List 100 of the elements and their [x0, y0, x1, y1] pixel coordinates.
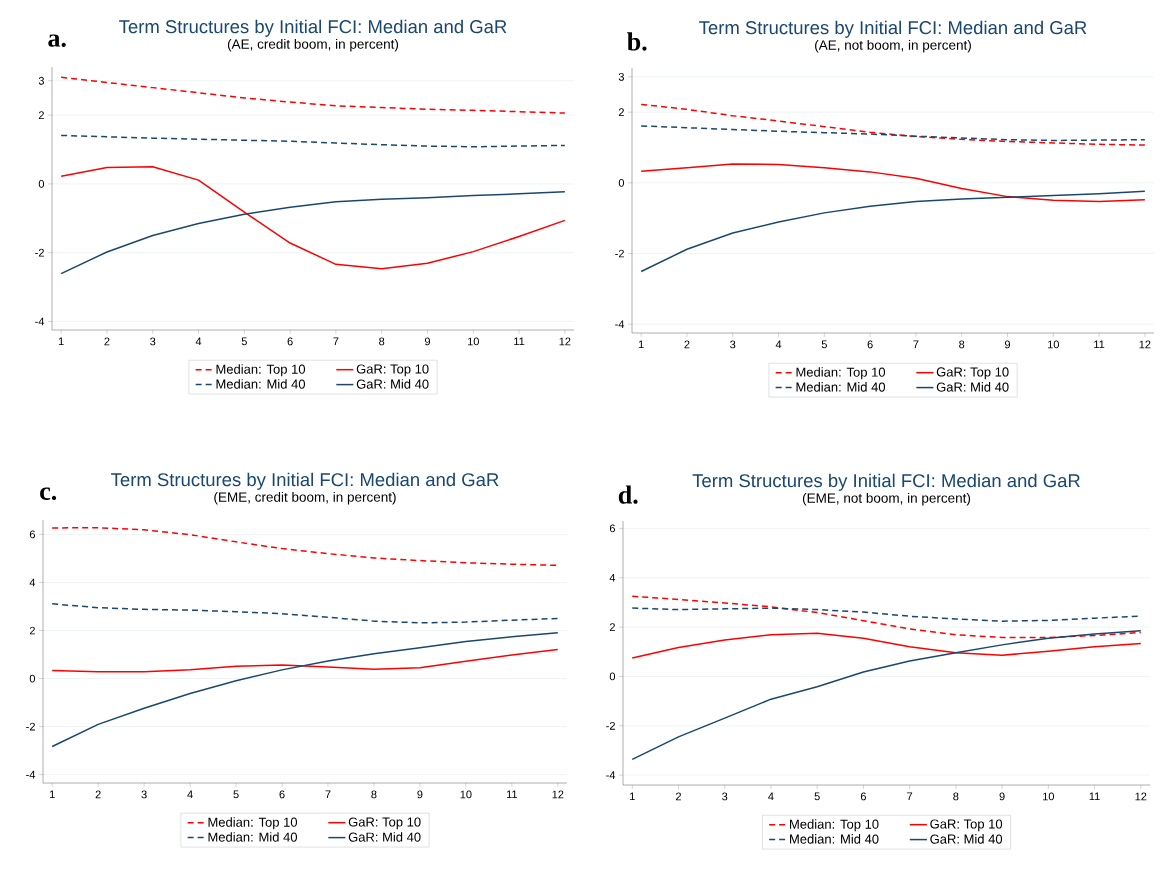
legend-label: Median: Top 10: [796, 367, 886, 380]
y-tick-label: 4: [29, 578, 36, 587]
line-series: [640, 190, 1146, 273]
line-series: [60, 134, 566, 148]
line-series: [631, 632, 1142, 659]
legend-label: Median: Mid 40: [208, 832, 298, 842]
x-tick-label: 4: [187, 790, 193, 799]
chart-subtitle: (EME, not boom, in percent): [802, 492, 971, 506]
chart-title: Term Structures by Initial FCI: Median and GaR: [699, 20, 1087, 38]
y-tick-label: -4: [615, 320, 625, 328]
legend-label: GaR: Mid 40: [348, 832, 421, 842]
chart-subtitle: (EME, credit boom, in percent): [214, 491, 396, 505]
chart-subtitle: (AE, not boom, in percent): [815, 39, 971, 53]
x-tick-label: 9: [1004, 340, 1011, 349]
legend-label: GaR: Top 10: [348, 817, 421, 830]
y-tick-label: 0: [38, 180, 45, 188]
line-series: [631, 595, 1142, 639]
x-tick-label: 12: [1135, 792, 1147, 801]
text: b.: [627, 32, 647, 51]
x-tick-label: 6: [860, 792, 866, 801]
y-tick-label: 6: [29, 530, 35, 539]
legend-label: GaR: Top 10: [356, 364, 429, 377]
x-tick-label: 12: [1139, 340, 1151, 349]
x-tick-label: 2: [684, 340, 690, 349]
y-tick-label: 0: [29, 674, 36, 683]
x-tick-label: 2: [104, 337, 110, 346]
y-tick-label: 3: [38, 76, 44, 85]
x-tick-label: 6: [867, 340, 873, 349]
x-tick-label: 11: [506, 790, 518, 799]
chart-title: Term Structures by Initial FCI: Median and GaR: [111, 472, 499, 490]
x-tick-label: 3: [150, 337, 156, 346]
x-tick-label: 9: [424, 337, 431, 346]
line-series: [60, 76, 566, 114]
chart-title: Term Structures by Initial FCI: Median and GaR: [692, 473, 1080, 491]
line-series: [631, 630, 1142, 761]
x-tick-label: 9: [417, 790, 423, 799]
x-tick-label: 6: [279, 790, 285, 799]
y-tick-label: 4: [609, 573, 616, 582]
y-tick-label: 6: [609, 524, 615, 533]
x-tick-label: 4: [775, 340, 782, 349]
x-tick-label: 7: [325, 790, 331, 799]
text: c.: [40, 487, 57, 501]
x-tick-label: 5: [233, 790, 239, 799]
chart-title: Term Structures by Initial FCI: Median and GaR: [119, 19, 507, 37]
x-tick-label: 11: [1089, 792, 1100, 801]
x-tick-label: 8: [371, 790, 377, 799]
legend-label: Median: Top 10: [790, 819, 879, 832]
legend-label: Median: Mid 40: [216, 379, 306, 389]
text: a.: [48, 34, 66, 47]
x-tick-label: 10: [460, 790, 472, 799]
x-tick-label: 12: [559, 337, 571, 346]
x-tick-label: 1: [630, 792, 635, 801]
x-tick-label: 6: [287, 337, 293, 346]
y-tick-label: 2: [29, 626, 35, 635]
x-tick-label: 4: [195, 337, 202, 346]
x-tick-label: 3: [730, 340, 736, 349]
legend-label: GaR: Top 10: [936, 367, 1009, 380]
line-series: [60, 191, 566, 275]
x-tick-label: 11: [1094, 340, 1105, 349]
y-tick-label: 2: [618, 108, 624, 117]
y-tick-label: -2: [35, 248, 44, 257]
x-tick-label: 8: [959, 340, 965, 349]
legend-label: Median: Top 10: [208, 817, 298, 830]
y-tick-label: 0: [609, 672, 616, 681]
x-tick-label: 7: [333, 337, 339, 346]
x-tick-label: 5: [241, 337, 247, 346]
y-tick-label: -2: [606, 721, 615, 730]
y-tick-label: 0: [618, 178, 625, 187]
x-tick-label: 9: [999, 792, 1005, 801]
x-tick-label: 4: [768, 792, 774, 801]
line-series: [640, 163, 1146, 203]
y-tick-label: 2: [38, 111, 44, 119]
x-tick-label: 5: [821, 340, 827, 349]
x-tick-label: 2: [95, 790, 101, 799]
x-tick-label: 7: [913, 340, 919, 349]
line-series: [640, 103, 1146, 146]
legend-label: Median: Mid 40: [796, 382, 886, 392]
y-tick-label: -2: [615, 249, 624, 258]
y-tick-label: -4: [35, 317, 45, 326]
x-tick-label: 10: [467, 337, 479, 346]
line-series: [51, 631, 559, 748]
x-tick-label: 10: [1047, 340, 1059, 349]
x-tick-label: 10: [1043, 792, 1054, 801]
x-tick-label: 12: [552, 790, 564, 799]
legend-label: GaR: Top 10: [930, 819, 1003, 832]
line-series: [51, 648, 559, 673]
x-tick-label: 7: [907, 792, 913, 801]
text: d.: [618, 485, 638, 504]
x-tick-label: 3: [141, 790, 147, 799]
x-tick-label: 1: [638, 340, 644, 349]
legend-label: GaR: Mid 40: [356, 379, 429, 389]
y-tick-label: -4: [606, 771, 616, 779]
line-series: [60, 165, 566, 270]
x-tick-label: 11: [514, 337, 525, 346]
legend-label: Median: Top 10: [216, 364, 306, 377]
x-tick-label: 2: [675, 792, 681, 801]
x-tick-label: 3: [722, 792, 728, 801]
chart-subtitle: (AE, credit boom, in percent): [227, 38, 399, 52]
y-tick-label: 3: [618, 72, 624, 81]
line-series: [51, 526, 559, 567]
